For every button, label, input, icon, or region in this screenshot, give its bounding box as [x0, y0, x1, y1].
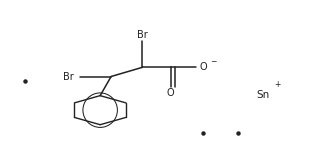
Text: Sn: Sn: [257, 90, 270, 100]
Text: −: −: [211, 57, 217, 66]
Text: Br: Br: [137, 30, 148, 41]
Text: O: O: [167, 88, 174, 98]
Text: Br: Br: [63, 71, 73, 82]
Text: O: O: [200, 62, 207, 72]
Text: +: +: [274, 80, 280, 89]
